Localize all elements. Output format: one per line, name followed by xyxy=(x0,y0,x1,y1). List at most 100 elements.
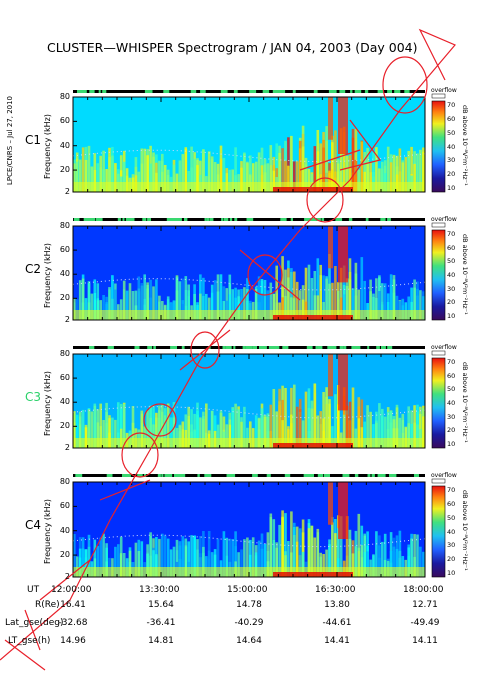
ephemeris-value: 14.78 xyxy=(236,600,262,610)
spectrogram-streak xyxy=(416,288,419,320)
colorbar-tick-label: 30 xyxy=(447,541,456,550)
spectrogram-streak xyxy=(137,276,141,320)
spectrogram-streak xyxy=(351,553,355,577)
spectrogram-streak xyxy=(413,279,416,320)
spectrogram-streak xyxy=(269,404,273,448)
spectrogram-streak xyxy=(225,537,229,577)
spectrogram-streak xyxy=(375,278,378,320)
spectrogram-streak xyxy=(254,552,258,577)
spectrogram-streak xyxy=(243,152,246,192)
panel-C1 xyxy=(72,90,446,193)
colorbar-tick-label: 70 xyxy=(447,230,456,238)
spectrogram-streak xyxy=(257,285,261,320)
spectrogram-streak xyxy=(301,125,305,192)
spectrogram-streak xyxy=(328,170,331,192)
spectrogram-streak xyxy=(184,147,188,192)
spectrogram-streak xyxy=(146,282,149,320)
colorbar-label: dB above 10⁻⁸V²m⁻²Hz⁻¹ xyxy=(461,105,469,186)
spectrogram-streak xyxy=(416,534,419,577)
spectrogram-streak xyxy=(416,153,419,192)
spectrogram-streak xyxy=(205,293,208,320)
spectrogram-streak xyxy=(287,165,290,192)
spectrogram-streak xyxy=(240,161,243,192)
panel-C4 xyxy=(72,474,446,578)
colorbar-tick-label: 70 xyxy=(447,101,456,109)
spectrogram-streak xyxy=(363,171,366,192)
spectrogram-streak xyxy=(325,549,328,577)
annotation-circle xyxy=(247,254,283,296)
spectrogram-streak xyxy=(281,297,284,320)
spectrogram-streak xyxy=(207,297,211,320)
spectrogram-streak xyxy=(205,556,208,577)
plasma-frequency-trace xyxy=(72,278,426,291)
x-tick-label: 13:30:00 xyxy=(139,585,180,595)
spectrogram-streak xyxy=(202,411,205,448)
spectrogram-streak xyxy=(251,537,255,577)
spectrogram-streak xyxy=(228,538,232,577)
spectrogram-streak xyxy=(75,299,79,320)
spectrogram-streak xyxy=(334,266,337,320)
spectrogram-streak xyxy=(381,415,384,448)
spectrogram-streak xyxy=(216,274,220,320)
spectrogram-streak xyxy=(216,163,220,192)
spectrogram-streak xyxy=(284,160,287,192)
spectrogram-streak xyxy=(328,539,331,577)
colorbar-tick-label: 20 xyxy=(447,555,456,564)
spectrogram-streak xyxy=(360,399,364,448)
colorbar-label: dB above 10⁻⁸V²m⁻²Hz⁻¹ xyxy=(461,490,469,571)
spectrogram-streak xyxy=(75,556,79,577)
spectrogram-streak xyxy=(378,168,381,192)
spectrogram-streak xyxy=(284,513,287,577)
plasma-frequency-trace xyxy=(72,406,426,419)
y-tick-label: 20 xyxy=(59,421,70,431)
spectrogram-streak xyxy=(240,549,243,577)
spectrogram-streak xyxy=(263,414,267,448)
spectrogram-streak xyxy=(319,264,322,320)
colorbar-tick-label: 70 xyxy=(447,358,456,366)
spectrogram-streak xyxy=(401,298,405,320)
low-frequency-peak xyxy=(273,443,353,448)
low-frequency-peak xyxy=(273,187,353,192)
spectrogram-streak xyxy=(301,519,305,577)
spectrogram-streak xyxy=(284,555,287,577)
x-tick-label: 18:00:00 xyxy=(403,585,444,595)
spectrogram-streak xyxy=(383,416,387,448)
spectrogram-streak xyxy=(357,169,361,192)
spectrogram-streak xyxy=(219,410,223,448)
spectrogram-streak xyxy=(369,411,372,448)
spectrogram-streak xyxy=(134,542,138,577)
spectrogram-streak xyxy=(293,298,296,320)
spectrogram-streak xyxy=(257,152,261,192)
spectrogram-streak xyxy=(260,293,264,320)
spectrogram-streak xyxy=(281,148,284,192)
spectrogram-streak xyxy=(287,426,290,448)
spectrogram-streak xyxy=(231,408,234,448)
spectrogram-streak xyxy=(363,280,366,320)
spectrogram-streak xyxy=(228,294,232,320)
spectrogram-streak xyxy=(322,139,325,192)
spectrogram-streak xyxy=(216,538,220,577)
spectrogram-streak xyxy=(187,284,190,320)
spectrogram-streak xyxy=(339,267,343,320)
spectrogram-streak xyxy=(213,280,217,320)
spectrogram-streak xyxy=(342,126,346,192)
y-tick-label: 20 xyxy=(59,165,70,175)
spectrogram-streak xyxy=(140,541,144,577)
spectrogram-streak xyxy=(407,158,410,192)
spectrogram-streak xyxy=(161,153,164,192)
spectrogram-streak xyxy=(152,550,155,577)
spectrogram-streak xyxy=(260,533,264,577)
spectrogram-streak xyxy=(410,146,413,192)
spectrogram-streak xyxy=(398,148,402,192)
spectrogram-streak xyxy=(342,294,346,320)
panel-C2 xyxy=(72,218,446,321)
spectrogram-streak xyxy=(263,280,267,320)
annotation-stroke xyxy=(4,119,382,671)
spectrogram-streak xyxy=(272,519,276,577)
spectrogram-streak xyxy=(184,276,188,320)
spectrogram-streak xyxy=(281,256,284,320)
spectrogram-streak xyxy=(78,411,82,448)
spectrogram-streak xyxy=(322,275,325,320)
ephemeris-value: 14.81 xyxy=(148,636,174,646)
